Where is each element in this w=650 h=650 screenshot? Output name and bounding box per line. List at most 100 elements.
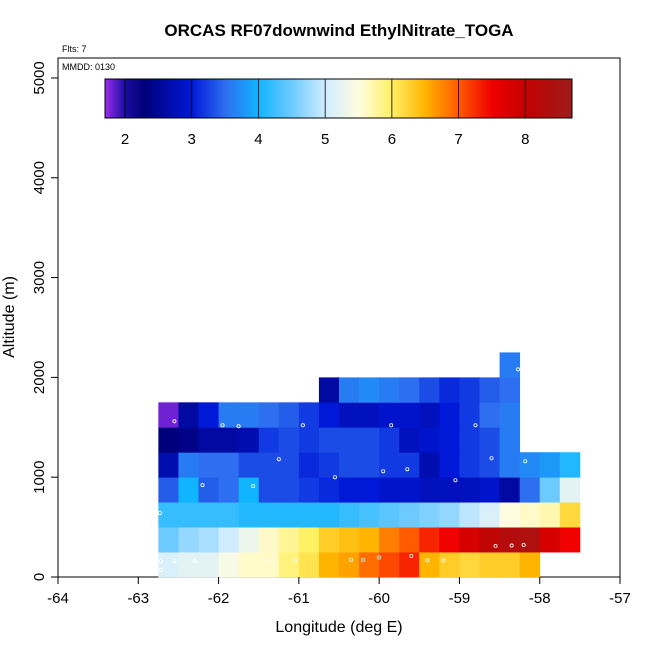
date-annotation: MMDD: 0130 — [62, 62, 115, 72]
heatmap-cell — [339, 477, 360, 503]
sample-points — [157, 367, 528, 573]
heatmap-cell — [238, 502, 260, 528]
heatmap-cell — [298, 552, 320, 578]
sample-point — [521, 543, 526, 548]
heatmap-cell — [419, 527, 440, 553]
heatmap-cell — [258, 477, 280, 503]
y-tick-label: 4000 — [31, 161, 48, 194]
heatmap-cell — [178, 452, 199, 478]
y-tick-label: 5000 — [31, 61, 48, 94]
heatmap-cell — [499, 452, 521, 478]
heatmap-cell — [178, 527, 199, 553]
heatmap-cell — [258, 452, 280, 478]
heatmap-cell — [519, 552, 541, 578]
sample-point — [509, 543, 514, 548]
heatmap-cell — [298, 527, 320, 553]
heatmap-cell — [459, 527, 480, 553]
heatmap-cell — [499, 402, 521, 428]
chart-title: ORCAS RF07downwind EthylNitrate_TOGA — [164, 21, 513, 40]
heatmap-cell — [439, 452, 460, 478]
heatmap-cell — [278, 427, 300, 453]
heatmap-cell — [178, 427, 199, 453]
y-axis-label: Altitude (m) — [1, 276, 18, 358]
sample-point — [523, 459, 528, 464]
heatmap-cell — [379, 402, 400, 428]
heatmap-cell — [218, 402, 240, 428]
heatmap-cell — [359, 527, 380, 553]
sample-point — [157, 511, 162, 516]
sample-point — [200, 483, 205, 488]
heatmap-cell — [419, 427, 440, 453]
x-tick-label: -63 — [127, 590, 149, 607]
heatmap-cell — [539, 502, 561, 528]
heatmap-cell — [499, 352, 521, 378]
heatmap-cell — [479, 477, 500, 503]
y-tick-label: 3000 — [31, 261, 48, 294]
heatmap-cell — [318, 552, 340, 578]
heatmap-cell — [379, 527, 400, 553]
colorbar-tick-label: 2 — [121, 131, 129, 148]
heatmap-cell — [339, 552, 360, 578]
heatmap-cell — [339, 502, 360, 528]
sample-point — [172, 419, 177, 424]
heatmap-cell — [218, 477, 240, 503]
heatmap-cell — [258, 427, 280, 453]
sample-point — [409, 554, 414, 559]
heatmap-cell — [519, 502, 541, 528]
x-tick-label: -59 — [449, 590, 471, 607]
heatmap-cell — [419, 502, 440, 528]
heatmap-cell — [258, 552, 280, 578]
heatmap-cell — [399, 402, 420, 428]
heatmap-cell — [419, 452, 440, 478]
heatmap-cell — [459, 427, 480, 453]
heatmap-cell — [198, 402, 219, 428]
heatmap-cell — [439, 427, 460, 453]
heatmap-cell — [459, 402, 480, 428]
heatmap-cell — [238, 402, 260, 428]
heatmap-cell — [278, 527, 300, 553]
sample-point — [158, 568, 163, 573]
heatmap-cell — [258, 527, 280, 553]
heatmap-cell — [459, 452, 480, 478]
heatmap-cell — [419, 402, 440, 428]
heatmap-cell — [519, 477, 541, 503]
heatmap-cell — [178, 552, 199, 578]
colorbar: 2 3 4 5 6 7 8 — [104, 78, 573, 148]
heatmap-cell — [359, 502, 380, 528]
heatmap-cell — [379, 427, 400, 453]
heatmap-cell — [499, 427, 521, 453]
heatmap-cell — [238, 427, 260, 453]
sample-point — [158, 559, 163, 564]
heatmap-cell — [379, 377, 400, 403]
heatmap-cell — [218, 552, 240, 578]
heatmap-cell — [158, 477, 179, 503]
sample-point — [389, 423, 394, 428]
heatmap-cell — [419, 552, 440, 578]
heatmap-cell — [399, 477, 420, 503]
heatmap-cell — [318, 477, 340, 503]
heatmap-cell — [238, 477, 260, 503]
heatmap-cell — [379, 477, 400, 503]
heatmap-cell — [499, 527, 521, 553]
heatmap-cell — [218, 452, 240, 478]
sample-point — [276, 457, 281, 462]
sample-point — [516, 367, 521, 372]
heatmap-cell — [479, 377, 500, 403]
heatmap-cell — [278, 552, 300, 578]
heatmap-cell — [158, 552, 179, 578]
heatmap-cell — [318, 427, 340, 453]
heatmap-cell — [559, 477, 581, 503]
heatmap-cell — [238, 527, 260, 553]
heatmap-cell — [459, 552, 480, 578]
heatmap-cell — [419, 477, 440, 503]
colorbar-tick-label: 4 — [254, 131, 262, 148]
heatmap-cell — [399, 502, 420, 528]
heatmap-cell — [399, 377, 420, 403]
heatmap-cell — [198, 452, 219, 478]
heatmap-cell — [359, 402, 380, 428]
heatmap-cell — [559, 527, 581, 553]
heatmap-cell — [218, 527, 240, 553]
heatmap-cell — [359, 377, 380, 403]
heatmap-cell — [559, 502, 581, 528]
heatmap-cell — [539, 527, 561, 553]
